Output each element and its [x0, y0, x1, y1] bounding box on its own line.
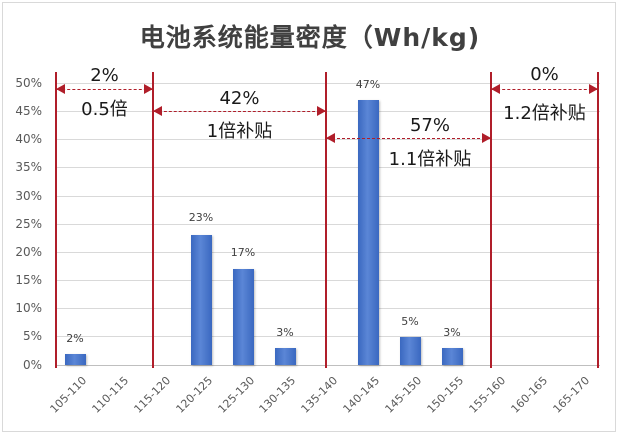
- segment-subsidy-4: 1.2倍补贴: [503, 103, 586, 124]
- bar-105-110: [65, 354, 86, 365]
- y-tick-15: 15%: [15, 273, 42, 287]
- segment-share-3: 57%: [409, 115, 450, 136]
- segment-subsidy-2: 1倍补贴: [206, 121, 273, 142]
- segment-share-1: 2%: [90, 65, 119, 86]
- x-axis: [55, 365, 600, 366]
- bar-label: 47%: [355, 78, 381, 91]
- gridline: [55, 336, 600, 337]
- segment-arrow-3: [326, 133, 491, 143]
- segment-subsidy-3: 1.1倍补贴: [388, 149, 472, 170]
- bar-label: 2%: [66, 332, 84, 345]
- bar-125-130: [233, 269, 254, 365]
- bar-label: 17%: [230, 246, 256, 259]
- y-tick-30: 30%: [15, 189, 42, 203]
- y-tick-25: 25%: [15, 217, 42, 231]
- gridline: [55, 111, 600, 112]
- bar-150-155: [442, 348, 463, 365]
- segment-arrow-1: [56, 84, 153, 94]
- bar-label: 5%: [401, 315, 419, 328]
- bar-label: 3%: [443, 326, 461, 339]
- chart-frame: [2, 2, 616, 432]
- y-tick-10: 10%: [15, 301, 42, 315]
- bar-140-145: [358, 100, 379, 365]
- chart-title: 电池系统能量密度（Wh/kg): [139, 23, 481, 52]
- segment-divider: [490, 72, 492, 368]
- segment-divider: [325, 72, 327, 368]
- y-tick-0: 0%: [22, 358, 42, 372]
- segment-arrow-2: [153, 106, 326, 116]
- y-tick-45: 45%: [15, 104, 42, 118]
- y-tick-20: 20%: [15, 245, 42, 259]
- gridline: [55, 196, 600, 197]
- gridline: [55, 252, 600, 253]
- bar-145-150: [400, 337, 421, 365]
- segment-share-2: 42%: [219, 88, 260, 109]
- y-tick-5: 5%: [22, 329, 42, 343]
- gridline: [55, 83, 600, 84]
- segment-share-4: 0%: [530, 64, 559, 85]
- segment-arrow-4: [491, 84, 598, 94]
- bar-120-125: [191, 235, 212, 365]
- segment-subsidy-1: 0.5倍: [81, 99, 128, 120]
- bar-label: 23%: [188, 211, 214, 224]
- segment-divider: [597, 72, 599, 368]
- y-tick-35: 35%: [15, 160, 42, 174]
- y-tick-50: 50%: [15, 76, 42, 90]
- segment-divider: [55, 72, 57, 368]
- gridline: [55, 167, 600, 168]
- segment-divider: [152, 72, 154, 368]
- gridline: [55, 224, 600, 225]
- gridline: [55, 280, 600, 281]
- gridline: [55, 308, 600, 309]
- bar-label: 3%: [276, 326, 294, 339]
- y-tick-40: 40%: [15, 132, 42, 146]
- bar-130-135: [275, 348, 296, 365]
